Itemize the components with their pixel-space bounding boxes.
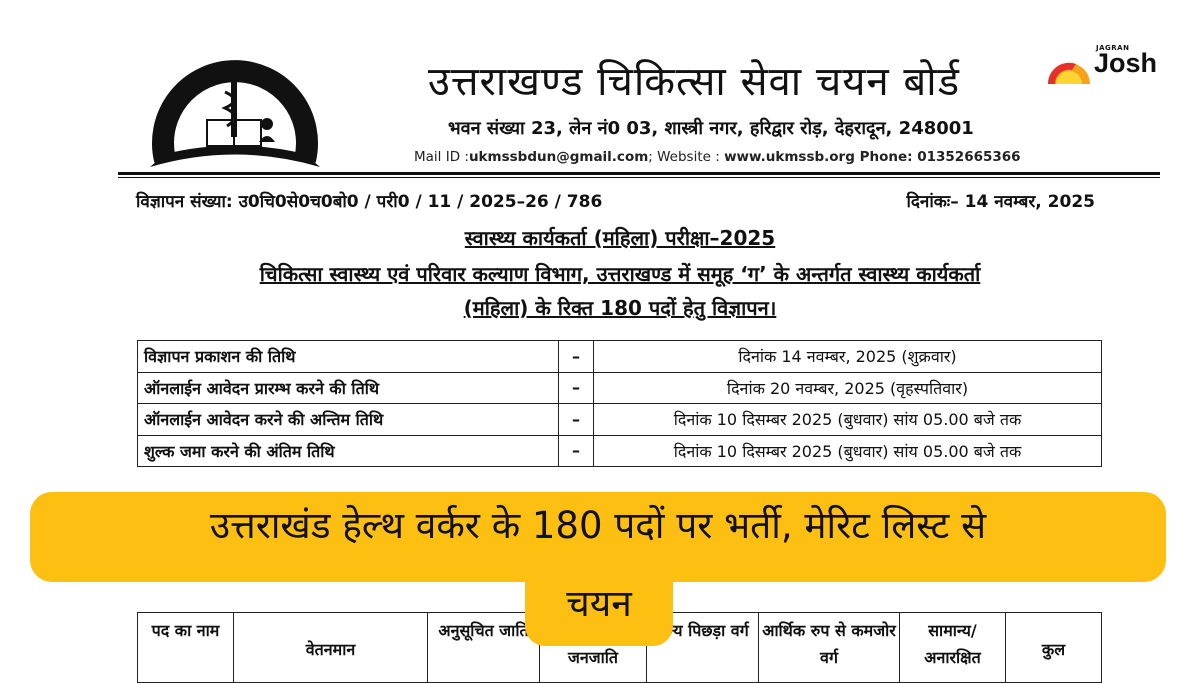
brand-top: JAGRAN [1096,44,1130,52]
date-value: दिनांक 14 नवम्बर, 2025 (शुक्रवार) [593,340,1102,373]
mail-address: ukmssbdun@gmail.com [468,149,649,165]
ukmssb-logo: + + [150,60,320,167]
date-label: ऑनलाईन आवेदन प्रारम्भ करने की तिथि [137,371,559,404]
website: www.ukmssb.org [724,149,855,165]
jagran-josh-logo: JAGRAN Josh [1046,44,1158,84]
exam-title: स्वास्थ्य कार्यकर्ता (महिला) परीक्षा–202… [0,224,1200,251]
important-dates-table: विज्ञापन प्रकाशन की तिथि – दिनांक 14 नवम्ब… [137,340,1102,467]
table-row: ऑनलाईन आवेदन करने की अन्तिम तिथि – दिनांक … [137,403,1102,436]
headline-line-2: चयन [566,582,632,625]
table-row: ऑनलाईन आवेदन प्रारम्भ करने की तिथि – दिनां… [137,371,1102,404]
headline-banner-tail [525,560,673,646]
exam-title-text: स्वास्थ्य कार्यकर्ता (महिला) परीक्षा–202… [464,226,776,250]
column-header: कुल [1005,612,1102,683]
date-value: दिनांक 10 दिसम्बर 2025 (बुधवार) सांय 05.… [593,403,1102,436]
brand-name: Josh [1094,48,1158,78]
date-value: दिनांक 10 दिसम्बर 2025 (बुधवार) सांय 05.… [593,434,1102,467]
board-address: भवन संख्या 23, लेन नं0 03, शास्त्री नगर,… [448,118,974,139]
board-title: उत्तराखण्ड चिकित्सा सेवा चयन बोर्ड [428,59,960,105]
headline-line-1: उत्तराखंड हेल्थ वर्कर के 180 पदों पर भर्… [209,504,987,547]
divider [118,177,1160,178]
column-header: पद का नाम [137,612,234,683]
notice-date: दिनांकः– 14 नवम्बर, 2025 [906,192,1095,212]
column-header: आर्थिक रुप से कमजोर वर्ग [758,612,900,683]
mail-label: Mail ID : [414,149,469,165]
column-header: वेतनमान [233,612,428,683]
advertisement-number: विज्ञापन संख्या: उ0चि0से0च0बो0 / परी0 / … [136,192,603,212]
date-value: दिनांक 20 नवम्बर, 2025 (वृहस्पतिवार) [593,371,1102,404]
notice-subtitle-1: चिकित्सा स्वास्थ्य एवं परिवार कल्याण विभ… [259,262,981,286]
separator: – [558,434,594,467]
separator: – [558,403,594,436]
sun-icon [1047,62,1090,84]
table-row: विज्ञापन प्रकाशन की तिथि – दिनांक 14 नवम्ब… [137,340,1102,373]
svg-text:+: + [173,138,185,154]
divider [118,172,1160,175]
phone: 01352665366 [917,149,1021,165]
separator: – [558,371,594,404]
phone-label: Phone: [854,149,918,165]
notice-subtitle-2: (महिला) के रिक्त 180 पदों हेतु विज्ञापन। [463,296,777,320]
column-header: सामान्य/ अनारक्षित [899,612,1006,683]
separator: – [558,340,594,373]
contact-line: Mail ID :ukmssbdun@gmail.com; Website : … [414,149,1021,165]
column-header: अनुसूचित जाति [427,612,540,683]
date-label: विज्ञापन प्रकाशन की तिथि [137,340,559,373]
website-label: ; Website : [648,149,725,165]
date-label: शुल्क जमा करने की अंतिम तिथि [137,434,559,467]
svg-text:+: + [285,138,297,154]
date-label: ऑनलाईन आवेदन करने की अन्तिम तिथि [137,403,559,436]
table-row: शुल्क जमा करने की अंतिम तिथि – दिनांक 10 द… [137,434,1102,467]
